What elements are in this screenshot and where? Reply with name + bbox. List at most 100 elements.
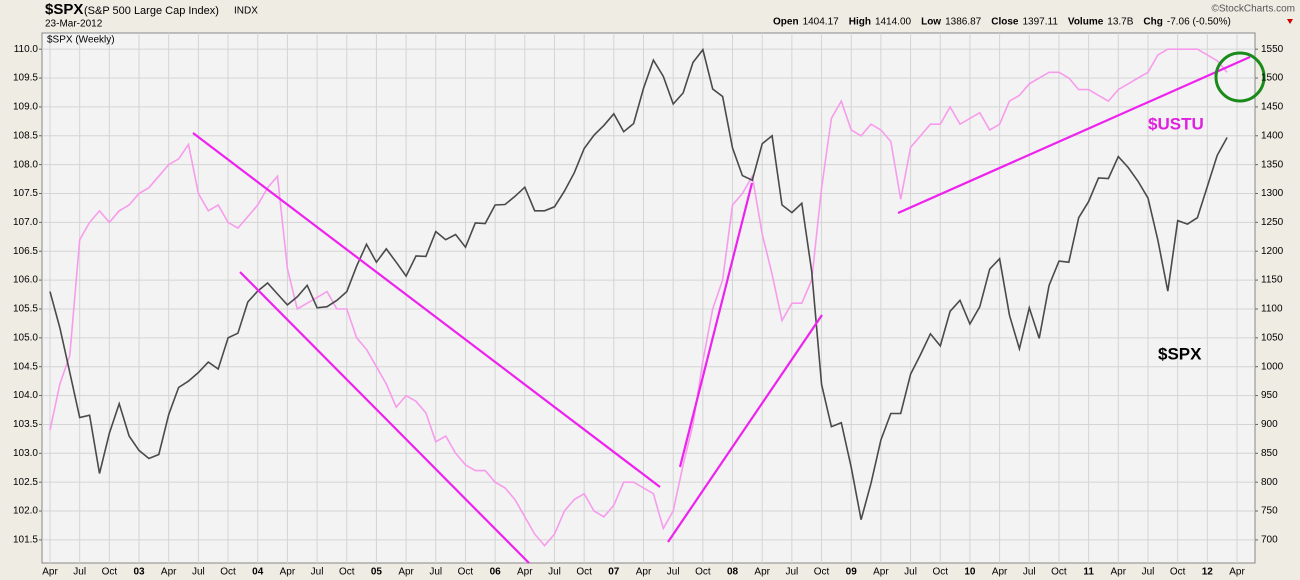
quote-value: 1414.00 [875, 17, 912, 28]
x-tick-label: Jul [785, 567, 798, 578]
quote: Open 1404.17 High 1414.00 Low 1386.87 Close 139… [773, 17, 1231, 28]
x-tick-label: Apr [398, 567, 414, 578]
x-tick-label: Jul [429, 567, 442, 578]
x-tick-label: 12 [1202, 567, 1214, 578]
y2-tick-label: 1000 [1261, 361, 1284, 372]
y-tick-label: 107.0 [13, 217, 38, 228]
y-tick-label: 108.5 [13, 130, 38, 141]
plot-area [41, 32, 1256, 564]
quote-value: 13.7B [1107, 17, 1133, 28]
y-tick-label: 108.0 [13, 159, 38, 170]
y-tick-label: 105.0 [13, 332, 38, 343]
panel-label: $SPX (Weekly) [47, 35, 115, 46]
y-tick-label: 109.5 [13, 73, 38, 84]
y2-tick-label: 1250 [1261, 217, 1284, 228]
y2-tick-label: 750 [1261, 506, 1278, 517]
credit: ©StockCharts.com [1211, 4, 1295, 15]
y2-tick-label: 1150 [1261, 275, 1283, 286]
trend-line [239, 271, 530, 564]
x-tick-label: 06 [490, 567, 502, 578]
y2-tick-label: 1300 [1261, 188, 1284, 199]
y-tick-label: 106.0 [13, 275, 38, 286]
x-tick-label: Apr [42, 567, 58, 578]
y-tick-label: 110.0 [14, 44, 39, 55]
x-tick-label: Apr [1111, 567, 1127, 578]
y2-tick-label: 1050 [1261, 332, 1284, 343]
y2-tick-label: 700 [1261, 535, 1278, 546]
x-tick-label: 03 [133, 567, 145, 578]
quote-label: High [849, 17, 871, 28]
y2-tick-label: 1450 [1261, 102, 1284, 113]
trend-line [897, 55, 1251, 215]
quote-value: 1386.87 [945, 17, 982, 28]
y-tick-label: 104.0 [13, 390, 38, 401]
y2-tick-label: 1500 [1261, 73, 1284, 84]
y-tick-label: 106.5 [13, 246, 38, 257]
x-tick-label: Jul [192, 567, 205, 578]
y-tick-label: 104.5 [13, 361, 38, 372]
x-tick-label: 11 [1083, 567, 1094, 578]
x-tick-label: Apr [1229, 567, 1245, 578]
x-tick-label: Oct [458, 567, 474, 578]
series-line [49, 47, 1228, 520]
x-tick-label: Apr [517, 567, 533, 578]
y-tick-label: 103.0 [13, 448, 38, 459]
quote-label: Low [921, 17, 941, 28]
y-tick-label: 107.5 [13, 188, 38, 199]
x-tick-label: Jul [73, 567, 86, 578]
y2-tick-label: 1350 [1261, 159, 1284, 170]
y-tick-label: 109.0 [13, 102, 38, 113]
x-tick-label: 09 [846, 567, 858, 578]
quote-label: Open [773, 17, 799, 28]
x-tick-label: Apr [161, 567, 177, 578]
x-tick-label: 04 [252, 567, 264, 578]
trend-line [678, 182, 754, 468]
x-tick-label: Apr [992, 567, 1008, 578]
y2-tick-label: 950 [1261, 390, 1278, 401]
x-tick-label: Oct [932, 567, 948, 578]
x-tick-label: Oct [576, 567, 592, 578]
series-line [49, 48, 1228, 547]
x-tick-label: Jul [311, 567, 324, 578]
x-tick-label: Jul [667, 567, 680, 578]
x-tick-label: Apr [754, 567, 770, 578]
down-arrow [1287, 19, 1293, 24]
x-tick-label: 05 [371, 567, 383, 578]
y2-tick-label: 850 [1261, 448, 1278, 459]
legend-label: $SPX [1158, 344, 1202, 363]
y-tick-label: 101.5 [13, 535, 38, 546]
series-lines [49, 47, 1228, 547]
x-tick-label: Apr [636, 567, 652, 578]
trend-line [667, 314, 823, 543]
quote-value: 1397.11 [1022, 17, 1058, 28]
y2-tick-label: 1400 [1261, 130, 1284, 141]
quote-value: 1404.17 [803, 17, 840, 28]
x-tick-label: Jul [1142, 567, 1155, 578]
x-tick-label: 08 [727, 567, 739, 578]
quote-label: Close [991, 17, 1019, 28]
x-tick-label: Apr [873, 567, 889, 578]
y2-tick-label: 1200 [1261, 246, 1284, 257]
x-tick-label: Oct [102, 567, 118, 578]
x-tick-label: Apr [280, 567, 296, 578]
highlight-circle [1214, 51, 1266, 103]
y2-tick-label: 900 [1261, 419, 1278, 430]
y2-tick-label: 800 [1261, 477, 1278, 488]
x-tick-label: 07 [608, 567, 620, 578]
x-tick-label: Oct [1051, 567, 1067, 578]
trend-line [192, 132, 661, 488]
exchange: INDX [234, 6, 258, 17]
legend-label: $USTU [1148, 114, 1204, 133]
x-tick-label: Oct [695, 567, 711, 578]
chart-subtitle: (S&P 500 Large Cap Index) [84, 5, 219, 17]
quote-value: -7.06 (-0.50%) [1167, 17, 1231, 28]
x-tick-label: Jul [904, 567, 917, 578]
trend-lines [192, 55, 1251, 564]
x-tick-label: Oct [814, 567, 830, 578]
y-tick-label: 105.5 [13, 304, 38, 315]
y-tick-label: 102.5 [13, 477, 38, 488]
y2-tick-label: 1100 [1261, 304, 1283, 315]
chart-title: $SPX [45, 1, 83, 18]
x-tick-label: Oct [1170, 567, 1186, 578]
